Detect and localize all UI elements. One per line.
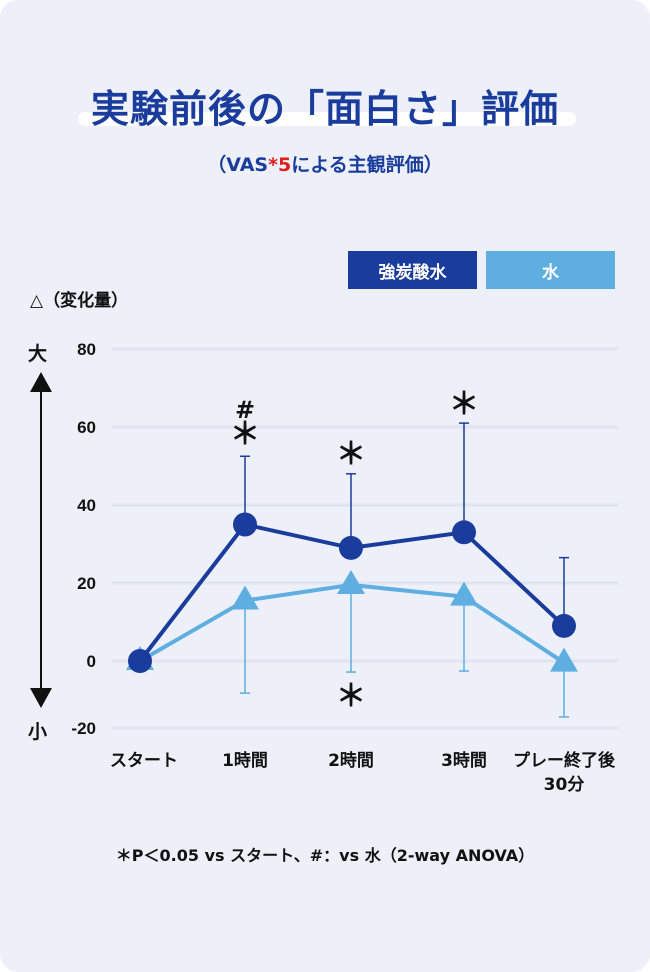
y-bottom-label: 小: [28, 721, 47, 743]
significance-marker: ＊: [230, 417, 260, 452]
y-tick-label: 0: [87, 652, 96, 671]
x-tick-label: 30分: [544, 775, 585, 795]
data-point-carbonated: [452, 520, 476, 545]
legend-item-carbonated: 強炭酸水: [348, 251, 477, 289]
arrow-down-icon: [30, 688, 52, 708]
y-top-label: 大: [28, 342, 47, 365]
significance-marker: ＊: [336, 679, 366, 714]
x-tick-label: 2時間: [328, 750, 374, 771]
data-point-carbonated: [339, 535, 363, 560]
significance-marker: #: [235, 396, 255, 424]
data-point-water: [337, 569, 365, 594]
x-tick-label: スタート: [110, 751, 178, 771]
data-point-water: [231, 585, 259, 610]
significance-note: ＊P＜0.05 vs スタート、#：vs 水（2-way ANOVA）: [115, 846, 535, 865]
significance-marker: ＊: [336, 437, 366, 472]
legend-item-water: 水: [486, 251, 615, 289]
data-point-carbonated: [128, 649, 152, 673]
chart-title: 実験前後の「面白さ」評価: [90, 87, 559, 131]
footnote-mark: *5: [268, 154, 292, 176]
y-tick-label: 40: [77, 496, 96, 515]
data-point-carbonated: [552, 613, 576, 638]
series-line-water: [139, 582, 566, 665]
chart-subtitle: （VAS*5による主観評価）: [207, 154, 443, 176]
data-point-water: [550, 647, 578, 672]
data-point-water: [450, 581, 478, 606]
y-axis-label: △（変化量）: [30, 290, 128, 311]
y-tick-label: 20: [77, 574, 96, 593]
title-highlight: [78, 112, 576, 126]
x-tick-label: 3時間: [441, 750, 487, 771]
arrow-up-icon: [30, 372, 52, 392]
data-point-carbonated: [233, 512, 257, 537]
significance-marker: ＊: [449, 387, 479, 422]
x-tick-label: 1時間: [222, 750, 268, 771]
y-tick-label: -20: [71, 719, 96, 738]
x-tick-label: プレー終了後: [513, 750, 616, 771]
y-tick-label: 60: [77, 418, 96, 437]
y-tick-label: 80: [77, 340, 96, 359]
